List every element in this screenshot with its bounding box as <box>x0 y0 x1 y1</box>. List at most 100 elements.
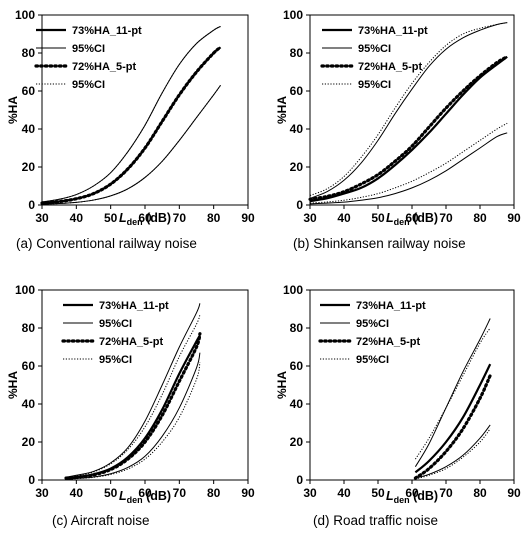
legend-label-5: 95%CI <box>358 79 391 91</box>
x-axis-label: Lden (dB) <box>386 489 438 505</box>
legend-label-1: 73%HA_11-pt <box>356 300 426 312</box>
legend-label-2: 95%CI <box>356 318 389 330</box>
y-tick-label: 80 <box>290 321 304 335</box>
legend: 73%HA_11-pt 95%CI 72%HA_5-pt 95%CI <box>320 25 428 91</box>
x-tick-label: 30 <box>303 211 317 225</box>
y-tick-label: 100 <box>15 8 35 22</box>
series-line-2 <box>65 303 201 478</box>
plot-frame <box>41 289 249 481</box>
x-axis-label-main: L <box>386 211 394 225</box>
legend-label-2: 95%CI <box>358 43 391 55</box>
x-tick-label: 60 <box>405 486 419 500</box>
x-tick-label: 40 <box>337 211 351 225</box>
y-tick-label: 60 <box>22 84 36 98</box>
series-line-6 <box>309 122 508 204</box>
x-tick-label: 70 <box>173 211 187 225</box>
series-line-2 <box>309 22 508 199</box>
y-tick-label: 40 <box>290 397 304 411</box>
legend-label-5: 95%CI <box>99 354 132 366</box>
y-tick-label: 80 <box>22 46 36 60</box>
y-tick-label: 100 <box>15 283 35 297</box>
legend-label-1: 73%HA_11-pt <box>358 25 428 37</box>
y-tick-label: 20 <box>290 160 304 174</box>
legend-label-1: 73%HA_11-pt <box>72 25 142 37</box>
y-tick-label: 80 <box>290 46 304 60</box>
x-tick-label: 70 <box>173 486 187 500</box>
x-tick-label: 80 <box>207 211 221 225</box>
panel-caption: (d) Road traffic noise <box>313 513 438 528</box>
x-tick-label: 80 <box>207 486 221 500</box>
x-tick-label: 90 <box>507 486 521 500</box>
x-tick-label: 30 <box>35 211 49 225</box>
legend-label-5: 95%CI <box>356 354 389 366</box>
y-tick-label: 60 <box>290 359 304 373</box>
series-line-4 <box>308 55 509 201</box>
x-tick-label: 80 <box>473 211 487 225</box>
series-line-5 <box>414 327 491 460</box>
series-line-2 <box>41 25 221 203</box>
x-tick-label: 50 <box>371 486 385 500</box>
x-tick-label: 40 <box>70 486 84 500</box>
y-tick-label: 20 <box>22 435 36 449</box>
legend-label-1: 73%HA_11-pt <box>99 300 169 312</box>
x-axis-label-unit: (dB) <box>410 489 438 503</box>
y-tick-label: 40 <box>290 122 304 136</box>
panel-caption: (b) Shinkansen railway noise <box>293 236 466 251</box>
x-axis-label-main: L <box>119 211 127 225</box>
y-tick-label: 100 <box>283 283 303 297</box>
y-tick-label: 80 <box>22 321 36 335</box>
legend-label-4: 72%HA_5-pt <box>99 336 164 348</box>
x-tick-label: 60 <box>138 486 152 500</box>
y-tick-label: 0 <box>28 473 35 487</box>
series-line-5 <box>41 25 221 203</box>
y-axis-label: %HA <box>275 371 289 399</box>
x-tick-label: 90 <box>241 486 255 500</box>
x-tick-label: 50 <box>371 211 385 225</box>
x-tick-label: 60 <box>138 211 152 225</box>
series-line-1 <box>309 55 508 203</box>
x-axis-label: Lden (dB) <box>119 489 171 505</box>
x-axis-label-main: L <box>119 489 127 503</box>
y-tick-label: 60 <box>290 84 304 98</box>
y-tick-label: 40 <box>22 397 36 411</box>
y-axis-label: %HA <box>6 96 20 124</box>
legend-label-4: 72%HA_5-pt <box>358 61 423 73</box>
chart-panel-3: 30 40 50 60 70 80 90 0 20 40 60 80 100 %HA Lden (dB) (c… <box>6 283 255 528</box>
legend-label-4: 72%HA_5-pt <box>72 61 137 73</box>
x-tick-label: 80 <box>473 486 487 500</box>
panel-caption: (c) Aircraft noise <box>52 513 150 528</box>
series-line-6 <box>41 85 221 205</box>
legend: 73%HA_11-pt 95%CI 72%HA_5-pt 95%CI <box>61 300 169 366</box>
series-line-2 <box>414 318 491 467</box>
series-line-4 <box>64 332 202 480</box>
x-tick-label: 40 <box>337 486 351 500</box>
legend-label-2: 95%CI <box>72 43 105 55</box>
x-axis-label-subscript: den <box>394 217 410 227</box>
x-axis-label-subscript: den <box>127 495 143 505</box>
legend-label-5: 95%CI <box>72 79 105 91</box>
x-tick-label: 90 <box>241 211 255 225</box>
series-line-3 <box>415 424 491 479</box>
x-tick-label: 70 <box>439 211 453 225</box>
x-axis-label-main: L <box>386 489 394 503</box>
series-line-5 <box>65 314 201 478</box>
legend: 73%HA_11-pt 95%CI 72%HA_5-pt 95%CI <box>318 300 426 366</box>
x-tick-label: 60 <box>405 211 419 225</box>
x-axis-label: Lden (dB) <box>119 211 171 227</box>
y-tick-label: 0 <box>28 198 35 212</box>
legend: 73%HA_11-pt 95%CI 72%HA_5-pt 95%CI <box>34 25 142 91</box>
series-line-4 <box>40 45 223 205</box>
panel-caption: (a) Conventional railway noise <box>16 236 197 251</box>
series-line-4 <box>413 373 492 480</box>
legend-label-4: 72%HA_5-pt <box>356 336 421 348</box>
y-tick-label: 60 <box>22 359 36 373</box>
x-axis-label-unit: (dB) <box>143 489 171 503</box>
x-axis-label-subscript: den <box>394 495 410 505</box>
y-tick-label: 0 <box>296 198 303 212</box>
x-tick-label: 30 <box>35 486 49 500</box>
x-tick-label: 40 <box>70 211 84 225</box>
chart-panel-2: 30 40 50 60 70 80 90 0 20 40 60 80 100 %HA Lden (dB) (b… <box>275 8 521 251</box>
chart-panel-1: 30 40 50 60 70 80 90 0 20 40 60 80 100 %HA Lden (dB) (a… <box>6 8 255 251</box>
